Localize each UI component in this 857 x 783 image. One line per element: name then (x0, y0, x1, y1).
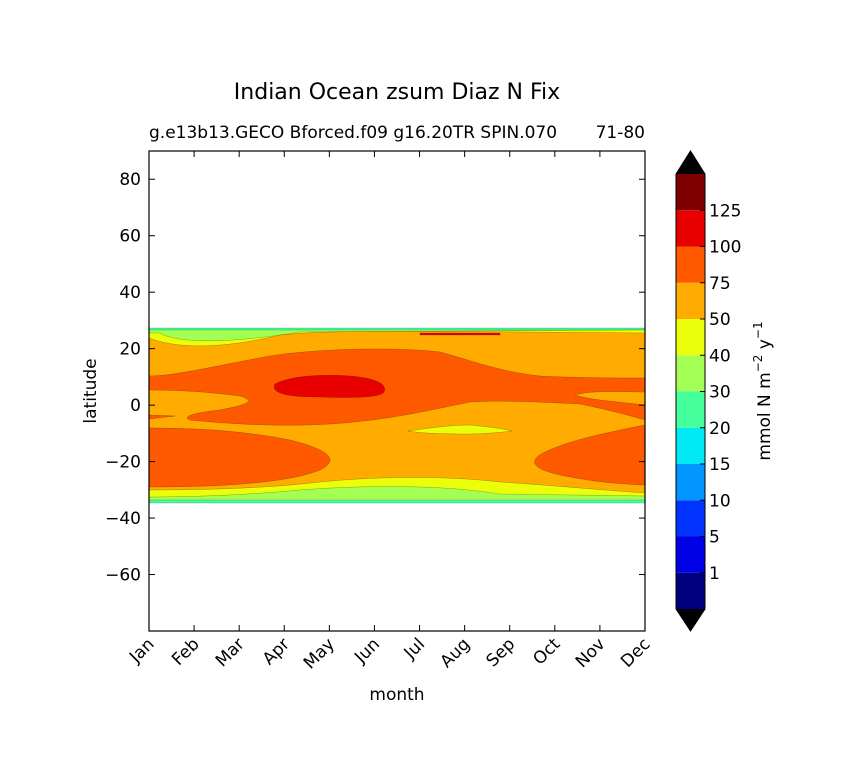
x-tick-label: May (300, 634, 339, 673)
colorbar-label-mid: y (755, 339, 775, 354)
x-tick-label: Dec (617, 634, 654, 671)
colorbar-segment (676, 355, 705, 392)
contour-region (149, 414, 176, 420)
colorbar-segment (676, 282, 705, 319)
colorbar-label-exp1: −2 (751, 355, 765, 373)
contour-region (419, 332, 501, 336)
y-tick-label: 80 (119, 170, 141, 190)
colorbar-segment (676, 391, 705, 428)
colorbar-extend-under (676, 609, 705, 631)
y-axis: 80 60 40 20 0 −20 −40 −60 (105, 170, 645, 586)
plot-area: 80 60 40 20 0 −20 −40 −60 Jan Feb Mar Apr May Jun Jul… (105, 150, 655, 673)
y-tick-label: 40 (119, 283, 141, 303)
x-tick-label: Mar (212, 634, 249, 671)
colorbar-tick-label: 50 (709, 310, 731, 330)
colorbar-frame (675, 150, 706, 632)
colorbar-tick-label: 1 (709, 564, 720, 584)
chart-subtitle-right: 71-80 (596, 123, 645, 143)
y-tick-label: 20 (119, 340, 141, 360)
colorbar-tick-label: 40 (709, 346, 731, 366)
contour-region (534, 424, 645, 486)
y-tick-label: 60 (119, 227, 141, 247)
colorbar-segment (676, 210, 705, 247)
x-tick-label: Aug (437, 634, 475, 672)
x-tick-label: Feb (168, 634, 203, 669)
colorbar-segment (676, 319, 705, 356)
colorbar-label: mmol N m−2 y−1 (751, 321, 775, 460)
x-tick-label: Jun (350, 634, 384, 668)
x-tick-label: Oct (529, 634, 564, 669)
colorbar-segment (676, 464, 705, 501)
x-tick-label: Jan (125, 634, 158, 667)
y-tick-label: −60 (105, 566, 141, 586)
contour-region (407, 424, 513, 435)
x-tick-label: Apr (259, 634, 294, 669)
colorbar-label-exp2: −1 (751, 321, 765, 339)
colorbar-tick-label: 125 (709, 201, 741, 221)
x-tick-label: Sep (482, 634, 519, 671)
y-axis-label: latitude (81, 358, 101, 423)
colorbar-tick-label: 5 (709, 528, 720, 548)
colorbar-label-main: mmol N m (755, 372, 775, 460)
x-tick-label: Jul (400, 634, 429, 663)
colorbar-tick-label: 30 (709, 383, 731, 403)
contour-region (149, 348, 645, 426)
colorbar-segment (676, 572, 705, 609)
colorbar-tick-label: 100 (709, 238, 741, 258)
colorbar-tick-label: 20 (709, 419, 731, 439)
colorbar-extend-over (676, 151, 705, 174)
colorbar-segment (676, 174, 705, 211)
x-tick-label: Nov (572, 634, 610, 672)
colorbar-tick-label: 10 (709, 491, 731, 511)
contour-region (149, 427, 331, 488)
colorbar-tick-label: 15 (709, 455, 731, 475)
y-tick-label: −40 (105, 509, 141, 529)
colorbar-segment (676, 427, 705, 464)
contour-region (274, 375, 385, 398)
colorbar-tick-label: 75 (709, 274, 731, 294)
chart-subtitle-left: g.e13b13.GECO Bforced.f09 g16.20TR SPIN.… (149, 123, 557, 143)
colorbar-segment (676, 500, 705, 537)
y-tick-label: −20 (105, 453, 141, 473)
plot-frame (148, 150, 646, 632)
colorbar-segment (676, 246, 705, 283)
colorbar-segment (676, 536, 705, 573)
x-axis-label: month (369, 685, 424, 705)
chart-title: Indian Ocean zsum Diaz N Fix (234, 80, 560, 105)
y-tick-label: 0 (130, 396, 141, 416)
